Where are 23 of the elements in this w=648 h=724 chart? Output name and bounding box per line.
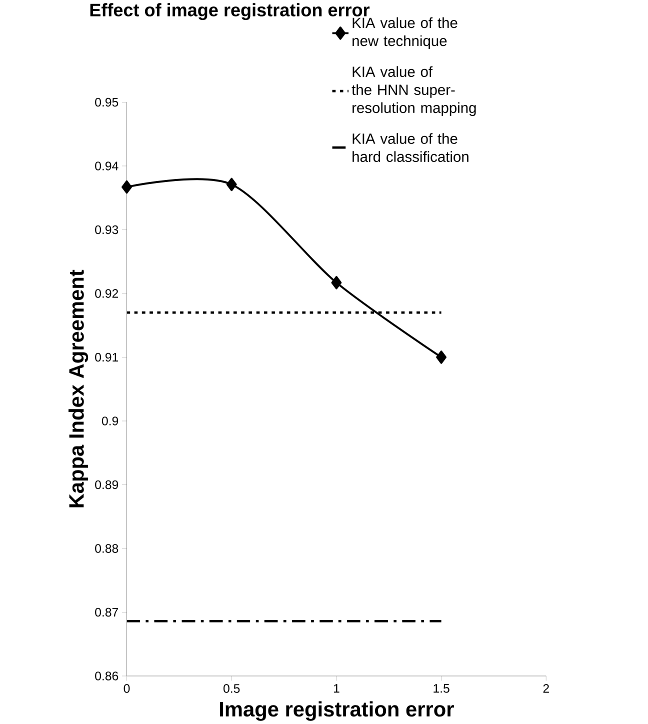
y-tick-label: 0.89 xyxy=(95,480,118,490)
x-tick-label: 0.5 xyxy=(223,684,240,693)
y-tick-label: 0.93 xyxy=(95,225,118,234)
legend-label: KIA value of the hard classification xyxy=(352,133,468,162)
y-axis-title: Kappa Index Agreement xyxy=(68,270,88,508)
legend-label: KIA value of the HNN super-resolution mapping xyxy=(352,66,476,116)
x-tick-label: 0 xyxy=(124,684,130,693)
point xyxy=(436,350,446,364)
y-tick-label: 0.87 xyxy=(95,608,118,617)
y-tick-label: 0.92 xyxy=(95,289,118,298)
y-tick-label: 0.9 xyxy=(102,416,118,426)
point xyxy=(226,178,237,192)
y-tick-label: 0.95 xyxy=(95,98,118,107)
x-axis-title: Image registration error xyxy=(220,701,454,721)
x-tick-label: 1 xyxy=(334,684,340,693)
y-tick-label: 0.86 xyxy=(95,672,118,680)
point xyxy=(121,180,132,194)
point xyxy=(331,276,342,290)
x-tick-label: 1.5 xyxy=(434,684,450,693)
y-tick-label: 0.88 xyxy=(95,544,118,553)
x-tick-label: 2 xyxy=(543,684,549,693)
y-tick-label: 0.91 xyxy=(95,352,118,362)
y-tick-label: 0.94 xyxy=(95,162,118,170)
